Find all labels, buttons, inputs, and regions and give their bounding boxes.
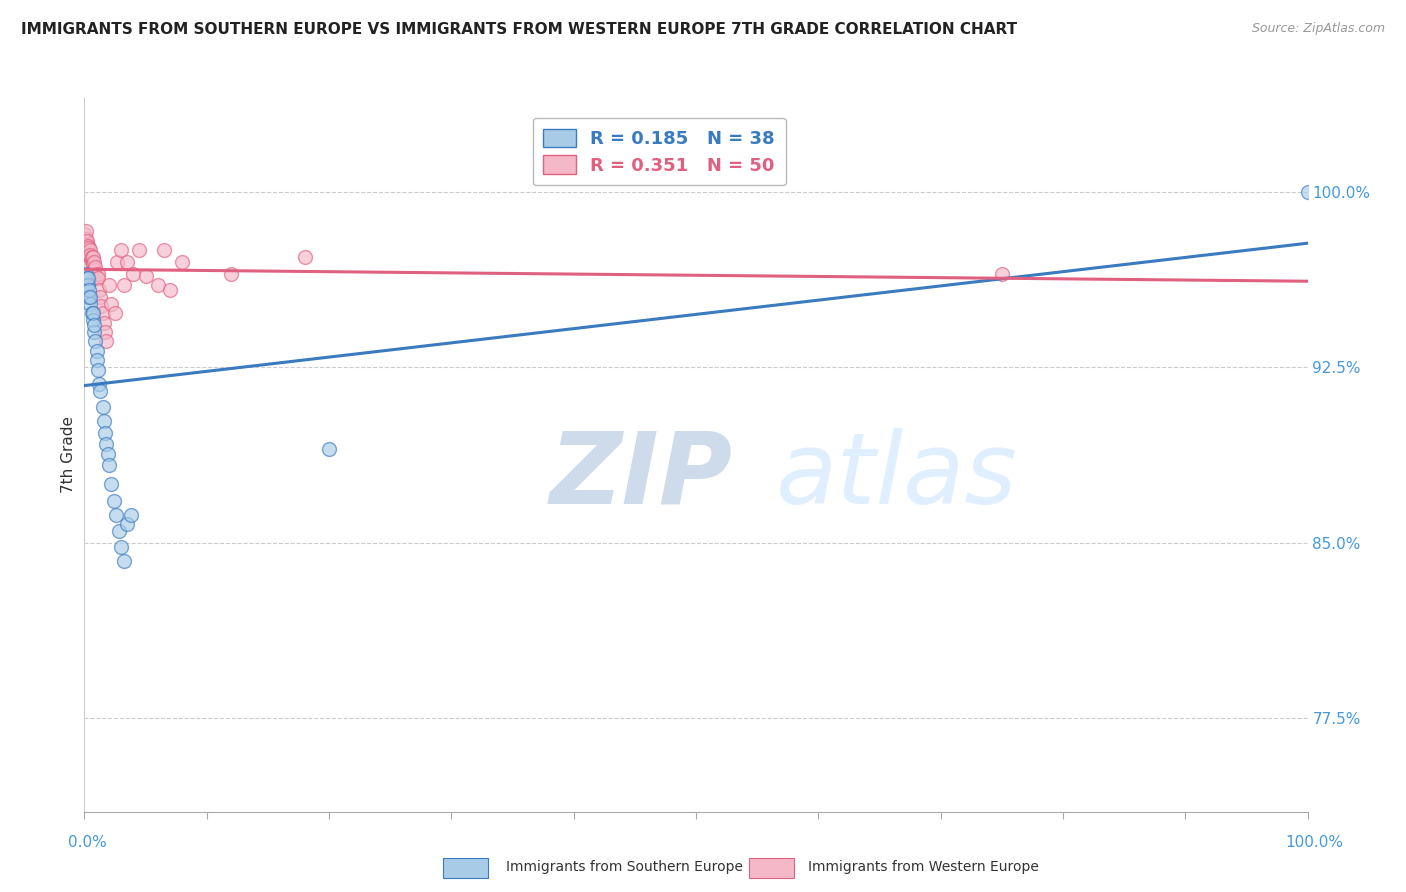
Point (97, 278, 120, 293)
Point (80, 255, 103, 269)
Point (991, 267, 1014, 281)
Point (82, 306, 104, 320)
Point (83, 255, 105, 269)
Point (77, 278, 100, 293)
Point (89, 290, 111, 304)
Point (82, 250, 104, 264)
Text: atlas: atlas (776, 428, 1017, 524)
Point (87, 271, 110, 285)
Point (103, 493, 125, 508)
Point (79, 243, 101, 257)
Text: 100.0%: 100.0% (1285, 836, 1344, 850)
Point (104, 306, 127, 320)
Point (77, 271, 100, 285)
Point (96, 334, 118, 349)
Point (75, 278, 97, 293)
Text: ZIP: ZIP (550, 428, 733, 524)
Point (82, 313, 104, 327)
Point (79, 297, 101, 311)
Point (91, 306, 114, 320)
Point (97, 458, 120, 473)
Point (80, 250, 103, 264)
Point (77, 241, 100, 255)
Point (75, 267, 97, 281)
Point (86, 271, 108, 285)
Point (75, 231, 97, 245)
Point (159, 283, 181, 297)
Point (115, 255, 138, 269)
Point (77, 248, 100, 262)
Point (100, 297, 122, 311)
Point (75, 225, 97, 239)
Point (93, 316, 115, 330)
Point (105, 255, 128, 269)
Point (115, 516, 138, 531)
Point (112, 278, 135, 293)
Point (76, 271, 98, 285)
Point (107, 524, 129, 538)
Point (77, 245, 100, 260)
Point (82, 257, 104, 271)
Point (100, 477, 122, 491)
Point (153, 243, 176, 257)
Point (94, 425, 117, 440)
Point (135, 268, 157, 283)
Point (79, 248, 101, 262)
Point (110, 243, 132, 257)
Point (87, 267, 110, 281)
Text: IMMIGRANTS FROM SOUTHERN EUROPE VS IMMIGRANTS FROM WESTERN EUROPE 7TH GRADE CORR: IMMIGRANTS FROM SOUTHERN EUROPE VS IMMIG… (21, 22, 1017, 37)
Point (76, 241, 98, 255)
Point (112, 554, 135, 568)
Point (219, 267, 242, 281)
Point (84, 334, 107, 349)
Point (84, 260, 107, 274)
Point (89, 384, 111, 398)
Point (79, 250, 101, 264)
Point (97, 447, 120, 461)
Point (77, 290, 100, 304)
Point (87, 283, 110, 297)
Text: 0.0%: 0.0% (67, 836, 107, 850)
Text: Immigrants from Western Europe: Immigrants from Western Europe (808, 860, 1039, 874)
Point (91, 400, 114, 414)
Point (90, 299, 112, 313)
Point (77, 283, 100, 297)
Point (77, 238, 100, 252)
Point (294, 250, 316, 264)
Y-axis label: 7th Grade: 7th Grade (60, 417, 76, 493)
Point (83, 261, 105, 276)
Point (86, 343, 108, 358)
Point (86, 353, 108, 368)
Point (76, 241, 98, 255)
Point (79, 290, 101, 304)
Point (122, 267, 145, 281)
Point (172, 255, 194, 269)
Point (120, 508, 142, 522)
Point (1296, 185, 1319, 199)
Text: Immigrants from Southern Europe: Immigrants from Southern Europe (506, 860, 744, 874)
Point (105, 508, 128, 522)
Point (80, 306, 103, 320)
Point (96, 437, 118, 451)
Legend: R = 0.185   N = 38, R = 0.351   N = 50: R = 0.185 N = 38, R = 0.351 N = 50 (533, 118, 786, 186)
Point (75, 236, 97, 251)
Point (83, 325, 105, 339)
Point (94, 325, 117, 339)
Point (87, 376, 110, 391)
Point (87, 362, 110, 376)
Point (110, 541, 132, 555)
Point (83, 318, 105, 332)
Point (93, 414, 115, 428)
Point (73, 227, 96, 241)
Point (146, 278, 169, 293)
Point (84, 267, 107, 281)
Point (73, 236, 96, 251)
Point (318, 442, 340, 456)
Point (77, 290, 100, 304)
Point (76, 278, 98, 293)
Point (128, 243, 150, 257)
Point (76, 234, 98, 248)
Text: Source: ZipAtlas.com: Source: ZipAtlas.com (1251, 22, 1385, 36)
